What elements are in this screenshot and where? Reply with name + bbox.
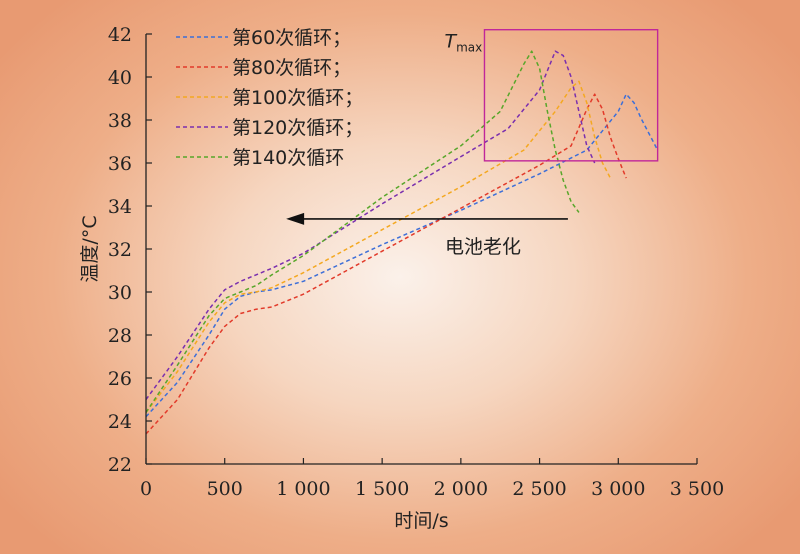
x-tick-label: 0 xyxy=(140,478,152,500)
legend-label: 第80次循环； xyxy=(232,57,351,79)
y-tick-label: 30 xyxy=(108,282,132,304)
legend-item: 第100次循环； xyxy=(176,87,363,109)
tmax-label-main: T xyxy=(444,31,457,53)
legend-item: 第60次循环； xyxy=(176,27,351,49)
legend-item: 第140次循环 xyxy=(176,147,344,169)
legend-item: 第80次循环； xyxy=(176,57,351,79)
series-line-2 xyxy=(145,93,627,435)
aging-arrowhead xyxy=(286,212,305,225)
tmax-label: Tmax xyxy=(444,31,482,55)
y-tick-label: 28 xyxy=(108,325,132,347)
y-tick-label: 42 xyxy=(108,24,132,46)
legend-label: 第120次循环； xyxy=(232,117,363,139)
annotations: Tmax 电池老化 xyxy=(286,29,659,258)
tmax-box xyxy=(483,29,659,162)
x-tick-label: 1 500 xyxy=(355,478,409,500)
y-tick-label: 24 xyxy=(108,411,132,433)
y-tick-label: 32 xyxy=(108,239,132,261)
y-tick-label: 38 xyxy=(108,110,132,132)
y-tick-label: 22 xyxy=(108,454,132,476)
x-tick-label: 3 000 xyxy=(591,478,645,500)
legend-label: 第60次循环； xyxy=(232,27,351,49)
y-tick-label: 40 xyxy=(108,67,132,89)
series-line-5 xyxy=(145,50,580,413)
y-axis-title: 温度/°C xyxy=(79,215,101,282)
x-tick-label: 1 000 xyxy=(276,478,330,500)
ticks-layer: 0 500 1 000 1 500 2 000 2 500 3 000 3 500 22 24 26… xyxy=(108,24,724,500)
x-tick-label: 2 500 xyxy=(512,478,566,500)
series-line-3 xyxy=(145,80,612,413)
aging-label: 电池老化 xyxy=(445,236,521,258)
series-line-1 xyxy=(145,93,659,418)
legend-item: 第120次循环； xyxy=(176,117,363,139)
tmax-label-sub: max xyxy=(456,41,482,55)
y-tick-label: 34 xyxy=(108,196,132,218)
legend: 第60次循环； 第80次循环； 第100次循环； 第120次循环； 第140次循环 xyxy=(176,27,363,169)
series-line-4 xyxy=(145,50,596,400)
x-tick-label: 500 xyxy=(207,478,243,500)
y-tick-label: 26 xyxy=(108,368,132,390)
y-tick-label: 36 xyxy=(108,153,132,175)
x-tick-label: 2 000 xyxy=(434,478,488,500)
x-tick-label: 3 500 xyxy=(670,478,724,500)
axes-layer xyxy=(145,34,697,465)
legend-label: 第100次循环； xyxy=(232,87,363,109)
x-axis-title: 时间/s xyxy=(394,510,448,532)
series-layer xyxy=(145,50,659,435)
legend-label: 第140次循环 xyxy=(232,147,344,169)
